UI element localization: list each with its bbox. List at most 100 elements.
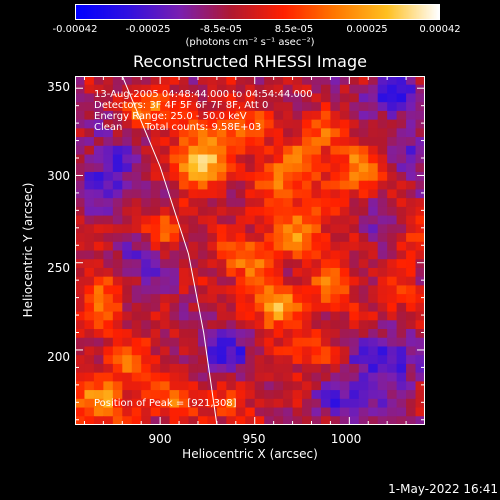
heatmap-cell xyxy=(377,93,388,103)
heatmap-cell xyxy=(93,337,104,348)
heatmap-cell xyxy=(339,259,350,269)
heatmap-cell xyxy=(197,285,209,295)
heatmap-cell xyxy=(150,215,161,225)
heatmap-cell xyxy=(320,381,332,391)
heatmap-cell xyxy=(84,407,95,417)
heatmap-cell xyxy=(207,416,218,425)
heatmap-cell xyxy=(75,110,86,121)
heatmap-cell xyxy=(264,346,275,356)
heatmap-cell xyxy=(349,346,360,356)
heatmap-cell xyxy=(283,206,294,217)
heatmap-cell xyxy=(254,372,265,382)
heatmap-cell xyxy=(150,198,161,208)
heatmap-cell xyxy=(179,294,190,304)
heatmap-cell xyxy=(368,259,379,269)
heatmap-cell xyxy=(131,128,142,138)
heatmap-cell xyxy=(84,267,95,278)
heatmap-cell xyxy=(273,398,284,409)
heatmap-cell xyxy=(122,355,133,365)
heatmap-cell xyxy=(396,163,407,173)
heatmap-cell xyxy=(415,363,425,374)
heatmap-cell xyxy=(396,224,407,234)
heatmap-cell xyxy=(103,276,114,286)
heatmap-cell xyxy=(339,276,350,286)
heatmap-cell xyxy=(84,363,95,374)
heatmap-cell xyxy=(235,154,246,164)
heatmap-cell xyxy=(245,398,256,409)
heatmap-cell xyxy=(122,110,133,121)
heatmap-cell xyxy=(179,285,190,295)
heatmap-cell xyxy=(112,224,123,234)
heatmap-cell xyxy=(292,320,303,330)
heatmap-cell xyxy=(358,215,369,225)
heatmap-cell xyxy=(235,416,246,425)
heatmap-cell xyxy=(197,294,209,304)
heatmap-cell xyxy=(273,259,284,269)
heatmap-cell xyxy=(339,233,350,243)
heatmap-cell xyxy=(84,137,95,147)
heatmap-cell xyxy=(339,154,350,164)
heatmap-cell xyxy=(216,163,227,173)
heatmap-cell xyxy=(226,171,237,182)
heatmap-cell xyxy=(358,198,369,208)
heatmap-cell xyxy=(330,241,341,252)
heatmap-cell xyxy=(406,154,417,164)
heatmap-cell xyxy=(93,102,104,112)
heatmap-cell xyxy=(292,329,303,339)
heatmap-cell xyxy=(84,119,95,129)
heatmap-cell xyxy=(368,224,379,234)
heatmap-cell xyxy=(368,119,379,129)
heatmap-cell xyxy=(207,241,218,252)
heatmap-cell xyxy=(103,206,114,217)
heatmap-cell xyxy=(188,311,199,321)
heatmap-cell xyxy=(358,355,369,365)
heatmap-cell xyxy=(141,119,152,129)
heatmap-cell xyxy=(273,241,284,252)
heatmap-cell xyxy=(216,250,227,260)
heatmap-cell xyxy=(169,110,180,121)
heatmap-cell xyxy=(235,171,246,182)
heatmap-cell xyxy=(349,128,360,138)
heatmap-cell xyxy=(311,84,322,95)
heatmap-cell xyxy=(226,285,237,295)
heatmap-cell xyxy=(387,250,398,260)
heatmap-cell xyxy=(141,110,152,121)
heatmap-cell xyxy=(292,128,303,138)
heatmap-cell xyxy=(302,233,313,243)
heatmap-cell xyxy=(396,407,407,417)
heatmap-cell xyxy=(283,145,294,156)
heatmap-cell xyxy=(358,346,369,356)
heatmap-cell xyxy=(415,241,425,252)
heatmap-cell xyxy=(292,171,303,182)
heatmap-cell xyxy=(254,84,265,95)
heatmap-cell xyxy=(264,302,275,313)
heatmap-cell xyxy=(160,84,171,95)
heatmap-cell xyxy=(122,102,133,112)
chart-title: Reconstructed RHESSI Image xyxy=(133,52,367,71)
heatmap-cell xyxy=(302,416,313,425)
heatmap-cell xyxy=(415,372,425,382)
heatmap-cell xyxy=(283,171,294,182)
heatmap-cell xyxy=(131,224,142,234)
heatmap-cell xyxy=(131,363,142,374)
heatmap-cell xyxy=(273,407,284,417)
y-tick-label: 350 xyxy=(47,80,70,94)
heatmap-cell xyxy=(396,285,407,295)
heatmap-cell xyxy=(75,311,86,321)
heatmap-cell xyxy=(415,311,425,321)
heatmap-cell xyxy=(93,189,104,199)
heatmap-cell xyxy=(358,294,369,304)
heatmap-cell xyxy=(377,145,388,156)
heatmap-cell xyxy=(302,102,313,112)
heatmap-cell xyxy=(368,285,379,295)
heatmap-cell xyxy=(160,171,171,182)
heatmap-cell xyxy=(207,215,218,225)
overlay-time: 13-Aug-2005 04:48:44.000 to 04:54:44.000 xyxy=(94,89,313,100)
heatmap-cell xyxy=(169,276,180,286)
heatmap-cell xyxy=(406,407,417,417)
heatmap-cell xyxy=(415,198,425,208)
heatmap-cell xyxy=(245,267,256,278)
overlay-method: Clean xyxy=(94,122,123,133)
heatmap-cell xyxy=(320,198,332,208)
heatmap-cell xyxy=(226,250,237,260)
